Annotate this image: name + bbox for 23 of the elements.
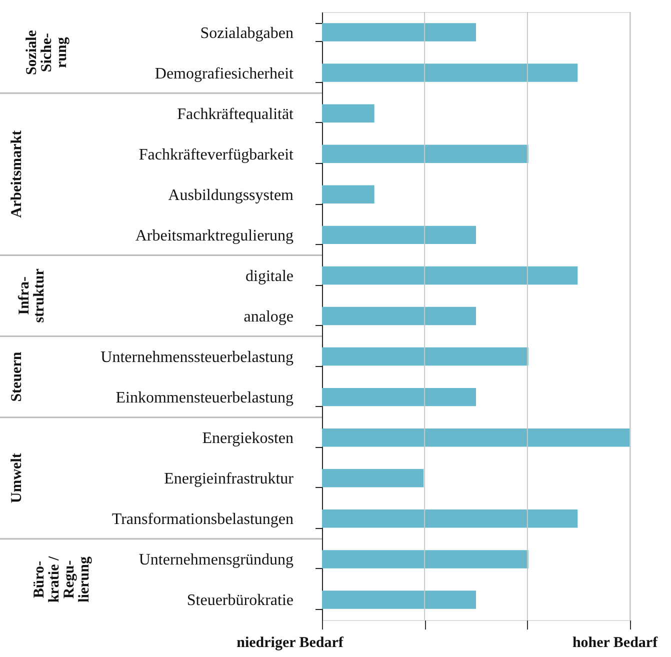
y-tick-label: Demografiesicherheit bbox=[154, 65, 294, 82]
y-tick-label: Sozialabgaben bbox=[200, 24, 294, 42]
y-tick-label: Steuerbürokratie bbox=[186, 592, 294, 610]
y-tick-label: Ausbildungssystem bbox=[168, 186, 294, 204]
text: Steuern bbox=[9, 351, 25, 402]
y-tick-label: digitale bbox=[246, 268, 294, 285]
text: Umwelt bbox=[9, 453, 25, 504]
text: Infra- struktur bbox=[16, 268, 48, 323]
text: Soziale Siche- rung bbox=[24, 30, 70, 76]
y-tick-label: Unternehmenssteuerbelastung bbox=[100, 349, 294, 366]
y-tick-label: Fachkräftequalität bbox=[177, 106, 294, 123]
y-tick-label: Einkommensteuerbelastung bbox=[116, 390, 294, 407]
text: Arbeitsmarkt bbox=[9, 130, 25, 218]
y-tick-label: Transformationsbelastungen bbox=[112, 511, 294, 528]
text: niedriger Bedarf bbox=[236, 635, 344, 651]
y-tick-label: Unternehmensgründung bbox=[138, 552, 294, 569]
text: hoher Bedarf bbox=[572, 635, 659, 651]
y-tick-label: Energiekosten bbox=[202, 430, 294, 448]
y-tick-label: Arbeitsmarktregulierung bbox=[135, 227, 294, 244]
y-tick-label: analoge bbox=[244, 308, 294, 326]
text: Büro- kratie / Regu- lierung bbox=[32, 556, 92, 603]
y-tick-label: Energieinfrastruktur bbox=[164, 470, 294, 488]
y-tick-label: Fachkräfteverfügbarkeit bbox=[138, 146, 294, 164]
